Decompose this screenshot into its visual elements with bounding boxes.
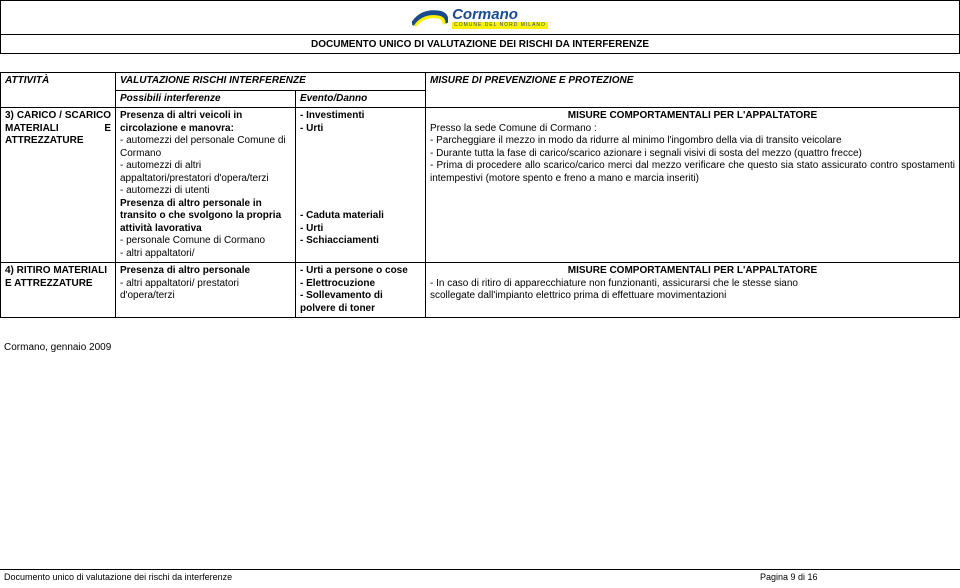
table-row: 4) RITIRO MATERIALI E ATTREZZATURE Prese… (1, 263, 960, 318)
footer-left: Documento unico di valutazione dei risch… (0, 572, 760, 582)
cell-interferenze: Presenza di altro personale - altri appa… (116, 263, 296, 318)
cell-activity: 3) CARICO / SCARICO MATERIALI E ATTREZZA… (1, 108, 116, 263)
footer-right: Pagina 9 di 16 (760, 572, 960, 582)
logo-sub-text: COMUNE DEL NORD MILANO (452, 22, 548, 29)
th-attivita: ATTIVITÀ (1, 73, 116, 108)
risk-table: ATTIVITÀ VALUTAZIONE RISCHI INTERFERENZE… (0, 72, 960, 318)
table-row: 3) CARICO / SCARICO MATERIALI E ATTREZZA… (1, 108, 960, 263)
logo-cell: Cormano COMUNE DEL NORD MILANO (1, 1, 959, 35)
cell-interferenze: Presenza di altri veicoli in circolazion… (116, 108, 296, 263)
logo-swoosh-icon (412, 7, 448, 29)
th-interferenze: Possibili interferenze (116, 90, 296, 108)
th-valutazione: VALUTAZIONE RISCHI INTERFERENZE (116, 73, 426, 91)
doc-title-row: DOCUMENTO UNICO DI VALUTAZIONE DEI RISCH… (0, 35, 960, 53)
cell-misure: MISURE COMPORTAMENTALI PER L'APPALTATORE… (426, 108, 960, 263)
document-header: Cormano COMUNE DEL NORD MILANO DOCUMENTO… (0, 0, 960, 54)
cell-evento: - Investimenti - Urti - Caduta materiali… (296, 108, 426, 263)
doc-title: DOCUMENTO UNICO DI VALUTAZIONE DEI RISCH… (311, 39, 649, 50)
th-misure: MISURE DI PREVENZIONE E PROTEZIONE (426, 73, 960, 108)
logo-main-text: Cormano (452, 7, 518, 22)
cell-activity: 4) RITIRO MATERIALI E ATTREZZATURE (1, 263, 116, 318)
th-evento: Evento/Danno (296, 90, 426, 108)
logo: Cormano COMUNE DEL NORD MILANO (412, 7, 548, 29)
cell-evento: - Urti a persone o cose - Elettrocuzione… (296, 263, 426, 318)
page-footer: Documento unico di valutazione dei risch… (0, 569, 960, 582)
cell-misure: MISURE COMPORTAMENTALI PER L'APPALTATORE… (426, 263, 960, 318)
date-line: Cormano, gennaio 2009 (4, 342, 960, 353)
